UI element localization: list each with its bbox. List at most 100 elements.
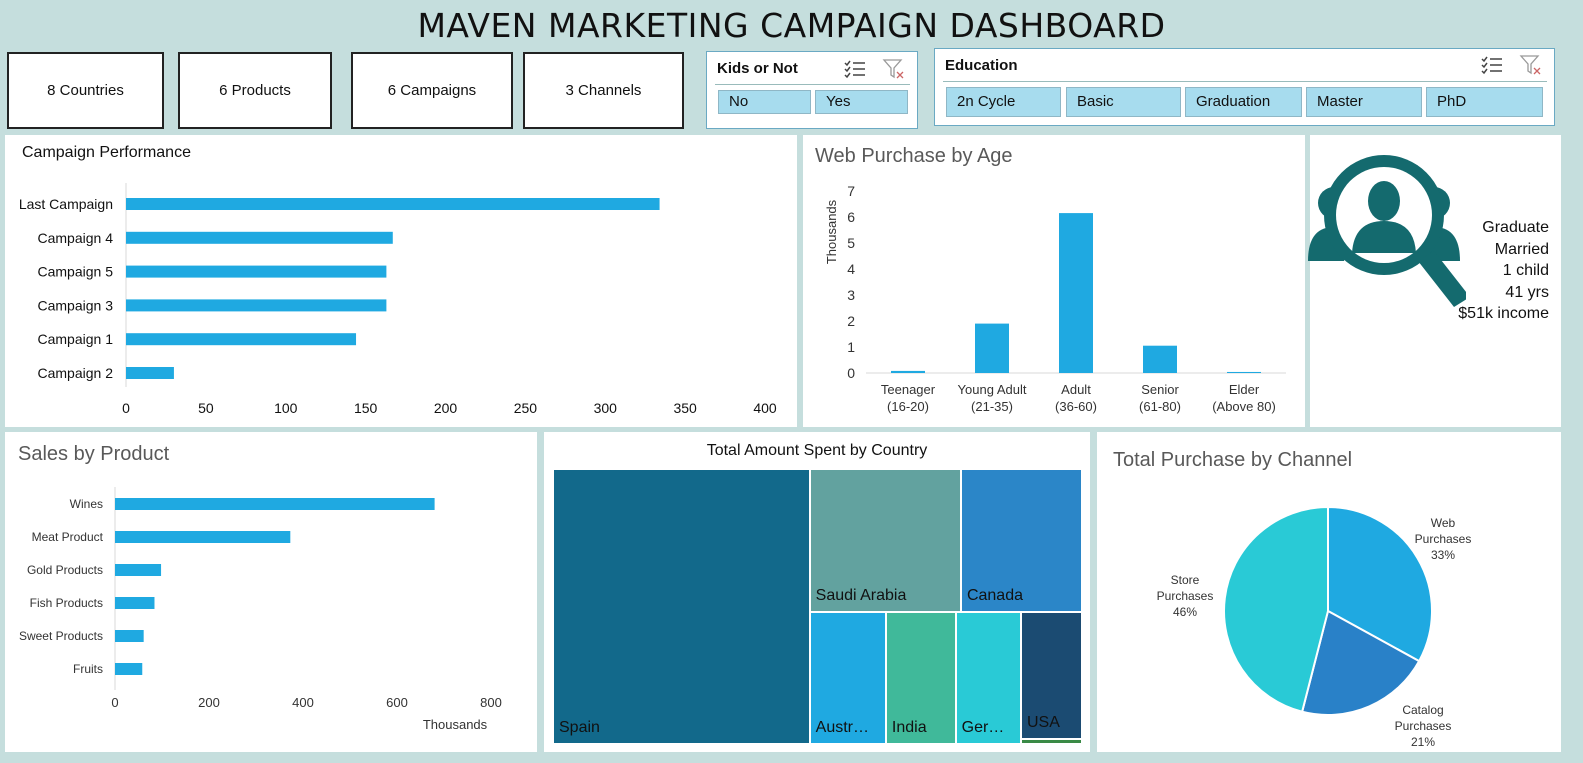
treemap-cell: Ger… (957, 613, 1020, 743)
campaign-category-label: Campaign 5 (38, 264, 114, 280)
age-bar (1059, 213, 1093, 373)
treemap-cell: Austr… (811, 613, 885, 743)
clear-filter-icon[interactable] (1519, 53, 1543, 77)
product-bar (115, 564, 161, 576)
campaign-category-label: Campaign 2 (38, 365, 114, 381)
product-x-tick: 400 (292, 695, 314, 710)
country-treemap-panel: Total Amount Spent by Country Spain Saudi… (544, 432, 1090, 752)
treemap-cell (1022, 740, 1081, 743)
age-category-sublabel: (61-80) (1139, 399, 1181, 414)
campaign-bar-chart: Last Campaign Campaign 4 Campaign 5 Campaig… (5, 135, 797, 427)
age-y-tick: 2 (847, 313, 855, 329)
age-bar (1227, 372, 1261, 373)
age-y-tick: 0 (847, 365, 855, 381)
treemap-cell: USA (1022, 613, 1081, 738)
age-bar-chart: 01234567ThousandsTeenager(16-20)Young Ad… (803, 135, 1305, 427)
campaign-bar (126, 367, 174, 379)
age-y-tick: 7 (847, 183, 855, 199)
product-bar-chart: Wines Meat Product Gold Products Fish Produ… (5, 432, 537, 752)
country-treemap: Spain Saudi Arabia Canada Austr… India Ger… US… (544, 432, 1090, 752)
campaign-x-tick: 300 (594, 400, 618, 416)
campaign-x-tick: 200 (434, 400, 458, 416)
age-y-axis-label: Thousands (824, 199, 839, 264)
purchase-by-channel-panel: Total Purchase by Channel Web Purchases 33… (1097, 432, 1561, 752)
pie-label: Purchases (1157, 589, 1214, 603)
education-slicer-title: Education (945, 57, 1018, 74)
education-option-2n-cycle[interactable]: 2n Cycle (946, 87, 1061, 117)
age-y-tick: 3 (847, 287, 855, 303)
treemap-cell-label: Ger… (962, 719, 1005, 737)
campaign-performance-panel: Campaign Performance Last Campaign Campai… (5, 135, 797, 427)
product-x-tick: 600 (386, 695, 408, 710)
product-x-tick: 200 (198, 695, 220, 710)
multi-select-icon[interactable] (1481, 54, 1503, 76)
multi-select-icon[interactable] (844, 58, 866, 80)
treemap-cell: Spain (554, 470, 809, 743)
sales-by-product-panel: Sales by Product Wines Meat Product Gold P… (5, 432, 537, 752)
clear-filter-icon[interactable] (882, 57, 906, 81)
age-category-sublabel: (36-60) (1055, 399, 1097, 414)
campaign-x-tick: 350 (673, 400, 697, 416)
age-category-label: Elder (1229, 382, 1260, 397)
campaign-bar (126, 299, 386, 311)
pie-label: Catalog (1402, 703, 1443, 717)
user-search-icon (1306, 143, 1466, 313)
treemap-cell: India (887, 613, 955, 743)
education-option-graduation[interactable]: Graduation (1185, 87, 1302, 117)
age-category-sublabel: (21-35) (971, 399, 1013, 414)
persona-age: 41 yrs (1458, 282, 1549, 304)
age-y-tick: 5 (847, 235, 855, 251)
dashboard-title: MAVEN MARKETING CAMPAIGN DASHBOARD (0, 0, 1583, 50)
persona-children: 1 child (1458, 260, 1549, 282)
pie-pct-label: 33% (1431, 548, 1455, 562)
pie-label: Purchases (1415, 532, 1472, 546)
campaign-x-tick: 50 (198, 400, 214, 416)
campaign-x-tick: 400 (753, 400, 777, 416)
kpi-countries-label: 8 Countries (47, 82, 124, 99)
education-option-basic[interactable]: Basic (1066, 87, 1181, 117)
kpi-countries: 8 Countries (7, 52, 164, 129)
product-x-axis-label: Thousands (423, 717, 488, 732)
kids-slicer-divider (715, 84, 910, 85)
pie-label: Web (1431, 516, 1456, 530)
campaign-bar (126, 232, 393, 244)
persona-marital-status: Married (1458, 239, 1549, 261)
campaign-category-label: Campaign 4 (38, 230, 114, 246)
product-x-tick: 800 (480, 695, 502, 710)
product-category-label: Fish Products (30, 596, 103, 610)
campaign-category-label: Last Campaign (19, 196, 113, 212)
product-bar (115, 531, 290, 543)
age-bar (891, 371, 925, 373)
education-slicer: Education 2n Cycle Basic Graduation Mast… (934, 48, 1555, 126)
age-category-label: Teenager (881, 382, 936, 397)
product-x-tick: 0 (111, 695, 118, 710)
age-category-label: Senior (1141, 382, 1179, 397)
education-slicer-divider (943, 81, 1547, 82)
treemap-cell-label: Canada (967, 587, 1023, 605)
age-y-tick: 4 (847, 261, 855, 277)
age-category-sublabel: (16-20) (887, 399, 929, 414)
campaign-category-label: Campaign 1 (38, 331, 114, 347)
kids-slicer: Kids or Not No Yes (706, 51, 918, 129)
treemap-cell-label: India (892, 719, 927, 737)
persona-education: Graduate (1458, 217, 1549, 239)
product-category-label: Fruits (73, 662, 103, 676)
persona-income: $51k income (1458, 303, 1549, 325)
product-category-label: Meat Product (32, 530, 104, 544)
campaign-x-tick: 0 (122, 400, 130, 416)
pie-label: Store (1171, 573, 1200, 587)
product-category-label: Gold Products (27, 563, 103, 577)
kids-option-yes[interactable]: Yes (815, 90, 908, 114)
campaign-x-tick: 250 (514, 400, 538, 416)
kids-option-no[interactable]: No (718, 90, 811, 114)
campaign-bar (126, 266, 386, 278)
age-category-label: Adult (1061, 382, 1091, 397)
product-bar (115, 663, 142, 675)
education-option-phd[interactable]: PhD (1426, 87, 1543, 117)
campaign-bar (126, 198, 660, 210)
kpi-channels: 3 Channels (523, 52, 684, 129)
kpi-channels-label: 3 Channels (566, 82, 642, 99)
age-y-tick: 6 (847, 209, 855, 225)
kids-slicer-title: Kids or Not (717, 60, 798, 77)
education-option-master[interactable]: Master (1306, 87, 1422, 117)
